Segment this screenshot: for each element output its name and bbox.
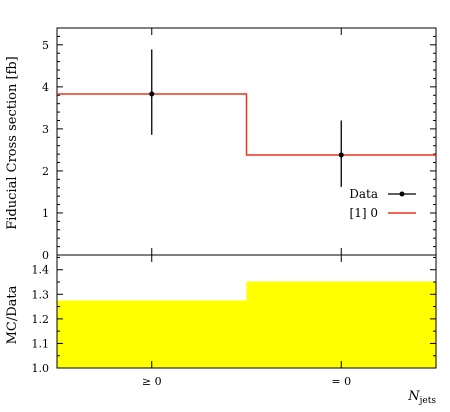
ratio-y-tick-label: 1.0: [32, 362, 50, 375]
ratio-y-tick-label: 1.1: [32, 337, 50, 350]
main-y-tick-label: 4: [42, 81, 49, 94]
data-point-0: [149, 91, 155, 97]
ratio-band-bin-0: [57, 300, 247, 368]
ratio-y-tick-label: 1.3: [32, 288, 50, 301]
ratio-y-tick-label: 1.2: [32, 313, 50, 326]
main-y-tick-label: 5: [42, 39, 49, 52]
ratio-panel: 1.0 1.1 1.2 1.3 1.4 ≥ 0 = 0: [32, 254, 437, 388]
legend-marker-data-point: [399, 191, 405, 197]
ratio-y-tick-label: 1.4: [32, 264, 50, 277]
y-axis-title-ratio: MC/Data: [5, 285, 20, 344]
main-y-tick-label: 3: [42, 123, 49, 136]
x-category-label-1: = 0: [331, 375, 351, 388]
mc-step-line: [57, 93, 436, 156]
data-point-1: [338, 152, 344, 158]
main-y-tick-label: 2: [42, 165, 49, 178]
x-axis-title-subscript: jets: [419, 396, 437, 406]
x-category-label-0: ≥ 0: [142, 375, 162, 388]
ratio-plot-frame: [56, 254, 437, 369]
main-y-tick-label: 0: [42, 249, 49, 262]
legend-label-data: Data: [349, 187, 378, 201]
x-axis-title-variable: N: [407, 389, 420, 404]
legend-label-mc: [1] 0: [350, 206, 378, 220]
ratio-band-bin-1: [246, 281, 436, 368]
y-axis-title-main: Fiducial Cross section [fb]: [5, 56, 20, 229]
main-panel: 0 1 2 3 4 5 Data [1] 0: [42, 27, 437, 262]
main-y-tick-label: 1: [42, 207, 49, 220]
x-axis-title: Njets: [407, 389, 436, 406]
